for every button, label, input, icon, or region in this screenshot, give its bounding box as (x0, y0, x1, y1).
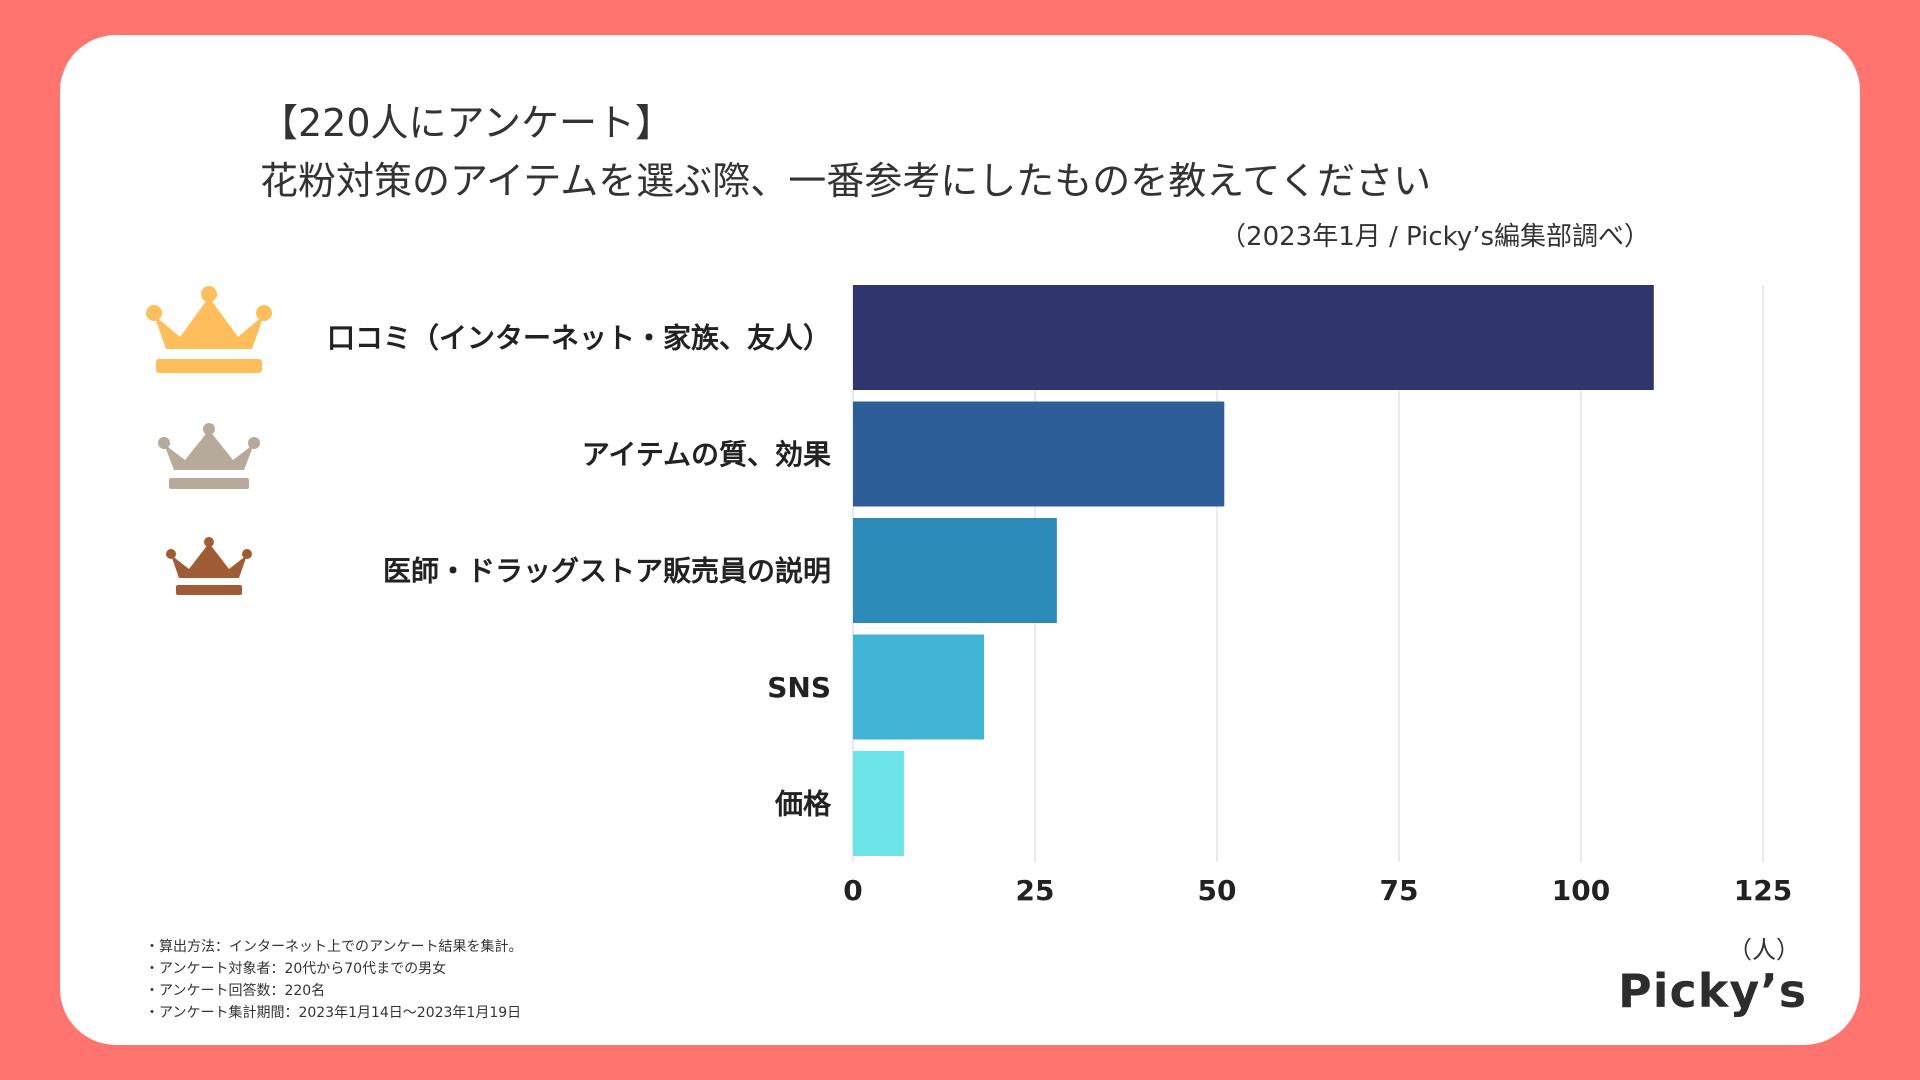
chart-source-note: （2023年1月 / Picky’s編集部調べ） (1220, 222, 1650, 252)
survey-notes: ・算出方法：インターネット上でのアンケート結果を集計。 ・アンケート対象者：20… (145, 936, 522, 1024)
category-label: SNS (767, 671, 831, 704)
category-label: 口コミ（インターネット・家族、友人） (327, 322, 831, 355)
silver-crown-icon (158, 423, 260, 489)
bar (853, 285, 1654, 390)
category-label: 価格 (774, 788, 832, 821)
x-tick-label: 50 (1198, 874, 1237, 907)
gold-crown-body (154, 297, 264, 349)
gold-crown-icon (146, 286, 272, 373)
brand-logo: Picky’s (1618, 964, 1808, 1018)
note-line: ・アンケート対象者：20代から70代までの男女 (145, 961, 447, 977)
x-tick-label: 100 (1552, 874, 1610, 907)
chart-title-line2: 花粉対策のアイテムを選ぶ際、一番参考にしたものを教えてください (260, 159, 1432, 203)
bar (853, 401, 1225, 507)
bar (853, 751, 904, 856)
note-line: ・算出方法：インターネット上でのアンケート結果を集計。 (145, 939, 523, 955)
x-tick-label: 25 (1016, 874, 1055, 907)
bronze-crown-icon (166, 537, 252, 595)
category-label: 医師・ドラッグストア販売員の説明 (383, 555, 831, 588)
x-tick-label: 125 (1734, 874, 1792, 907)
category-label: アイテムの質、効果 (582, 438, 831, 471)
note-line: ・アンケート集計期間：2023年1月14日〜2023年1月19日 (145, 1005, 522, 1021)
chart-title-line1: 【220人にアンケート】 (260, 101, 674, 145)
note-line: ・アンケート回答数：220名 (145, 983, 326, 999)
bar (853, 518, 1057, 623)
x-tick-label: 0 (843, 874, 862, 907)
x-tick-label: 75 (1380, 874, 1419, 907)
axis-unit-label: （人） (1728, 936, 1800, 964)
bar (853, 634, 985, 740)
